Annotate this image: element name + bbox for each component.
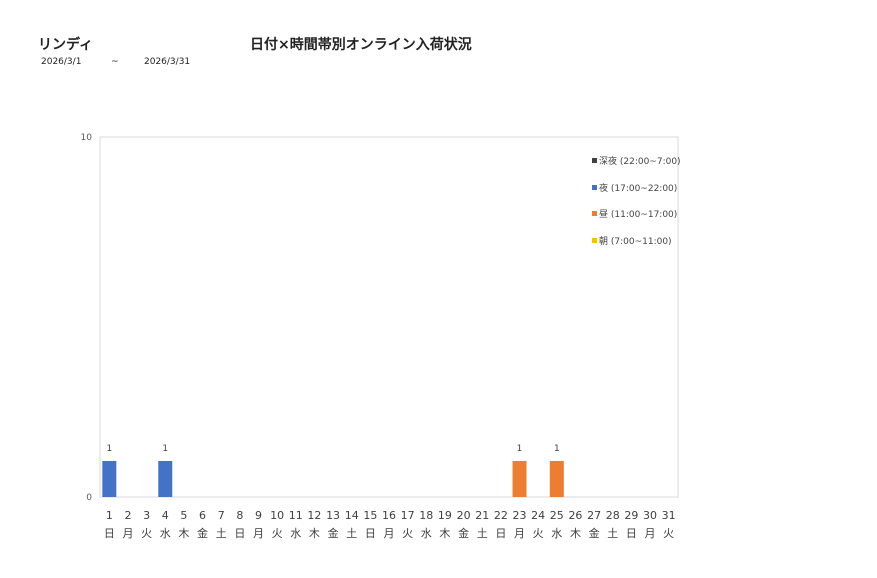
x-tick-label: 10 — [270, 509, 284, 522]
x-weekday-label: 土 — [477, 527, 488, 540]
x-tick-label: 1 — [106, 509, 113, 522]
x-tick-label: 20 — [457, 509, 471, 522]
x-tick-label: 26 — [568, 509, 582, 522]
x-weekday-label: 日 — [234, 527, 245, 540]
x-weekday-label: 水 — [551, 527, 562, 540]
x-weekday-label: 木 — [570, 527, 581, 540]
legend-item: 朝 (7:00~11:00) — [592, 234, 672, 247]
bar-3-day-25 — [549, 461, 564, 497]
x-weekday-label: 日 — [495, 527, 506, 540]
date-to: 2026/3/31 — [144, 57, 191, 67]
x-weekday-label: 日 — [626, 527, 637, 540]
x-weekday-label: 木 — [309, 527, 320, 540]
x-tick-label: 11 — [289, 509, 303, 522]
x-tick-label: 18 — [419, 509, 433, 522]
data-label: 1 — [162, 444, 168, 454]
legend-label: 深夜 (22:00~7:00) — [599, 157, 681, 167]
x-weekday-label: 月 — [514, 527, 525, 540]
x-weekday-label: 火 — [533, 527, 544, 540]
x-tick-label: 17 — [401, 509, 415, 522]
x-tick-label: 12 — [307, 509, 321, 522]
x-tick-label: 8 — [236, 509, 243, 522]
data-label: 1 — [554, 444, 560, 454]
legend-swatch — [592, 211, 597, 216]
x-weekday-label: 水 — [160, 527, 171, 540]
legend-swatch — [592, 158, 597, 163]
x-weekday-label: 火 — [663, 527, 674, 540]
date-separator: ~ — [111, 57, 119, 67]
x-tick-label: 19 — [438, 509, 452, 522]
x-weekday-label: 月 — [122, 527, 133, 540]
x-tick-label: 22 — [494, 509, 508, 522]
x-weekday-label: 木 — [178, 527, 189, 540]
x-weekday-label: 土 — [216, 527, 227, 540]
x-tick-label: 9 — [255, 509, 262, 522]
x-tick-label: 15 — [363, 509, 377, 522]
x-tick-label: 23 — [513, 509, 527, 522]
y-tick-label: 0 — [86, 493, 92, 503]
x-weekday-label: 月 — [253, 527, 264, 540]
x-tick-label: 27 — [587, 509, 601, 522]
legend-label: 朝 (7:00~11:00) — [599, 237, 672, 247]
legend-swatch — [592, 185, 597, 190]
chart-title: 日付×時間帯別オンライン入荷状況 — [250, 37, 472, 53]
x-tick-label: 25 — [550, 509, 564, 522]
legend-item: 深夜 (22:00~7:00) — [592, 154, 681, 167]
data-label: 1 — [106, 444, 112, 454]
legend-label: 昼 (11:00~17:00) — [599, 210, 678, 220]
x-weekday-label: 金 — [197, 526, 208, 540]
x-tick-label: 14 — [345, 509, 359, 522]
x-tick-label: 7 — [218, 509, 225, 522]
x-weekday-label: 土 — [607, 527, 618, 540]
x-tick-label: 30 — [643, 509, 657, 522]
x-weekday-label: 金 — [589, 526, 600, 540]
x-weekday-label: 火 — [402, 527, 413, 540]
x-tick-label: 13 — [326, 509, 340, 522]
x-weekday-label: 月 — [384, 527, 395, 540]
x-weekday-label: 水 — [421, 527, 432, 540]
x-tick-label: 4 — [162, 509, 169, 522]
legend-swatch — [592, 238, 597, 243]
legend-item: 昼 (11:00~17:00) — [592, 207, 677, 220]
bar-2-day-1 — [102, 461, 117, 497]
x-tick-label: 3 — [143, 509, 150, 522]
x-weekday-label: 月 — [645, 527, 656, 540]
x-tick-label: 24 — [531, 509, 545, 522]
bar-3-day-23 — [512, 461, 527, 497]
legend-item: 夜 (17:00~22:00) — [592, 181, 677, 194]
legend-label: 夜 (17:00~22:00) — [599, 184, 678, 194]
store-name: リンディ — [38, 37, 94, 53]
x-weekday-label: 火 — [272, 527, 283, 540]
x-tick-label: 31 — [662, 509, 676, 522]
data-label: 1 — [517, 444, 523, 454]
x-tick-label: 29 — [624, 509, 638, 522]
date-from: 2026/3/1 — [41, 57, 82, 67]
x-tick-label: 2 — [124, 509, 131, 522]
x-weekday-label: 土 — [346, 527, 357, 540]
x-weekday-label: 日 — [365, 527, 376, 540]
x-tick-label: 16 — [382, 509, 396, 522]
x-weekday-label: 木 — [439, 527, 450, 540]
x-weekday-label: 金 — [328, 526, 339, 540]
plot-area — [99, 136, 679, 498]
x-tick-label: 28 — [606, 509, 620, 522]
x-tick-label: 5 — [180, 509, 187, 522]
bar-2-day-4 — [158, 461, 173, 497]
x-weekday-label: 火 — [141, 527, 152, 540]
x-weekday-label: 金 — [458, 526, 469, 540]
y-tick-label: 10 — [81, 133, 93, 143]
x-weekday-label: 水 — [290, 527, 301, 540]
x-tick-label: 6 — [199, 509, 206, 522]
x-weekday-label: 日 — [104, 527, 115, 540]
x-tick-label: 21 — [475, 509, 489, 522]
